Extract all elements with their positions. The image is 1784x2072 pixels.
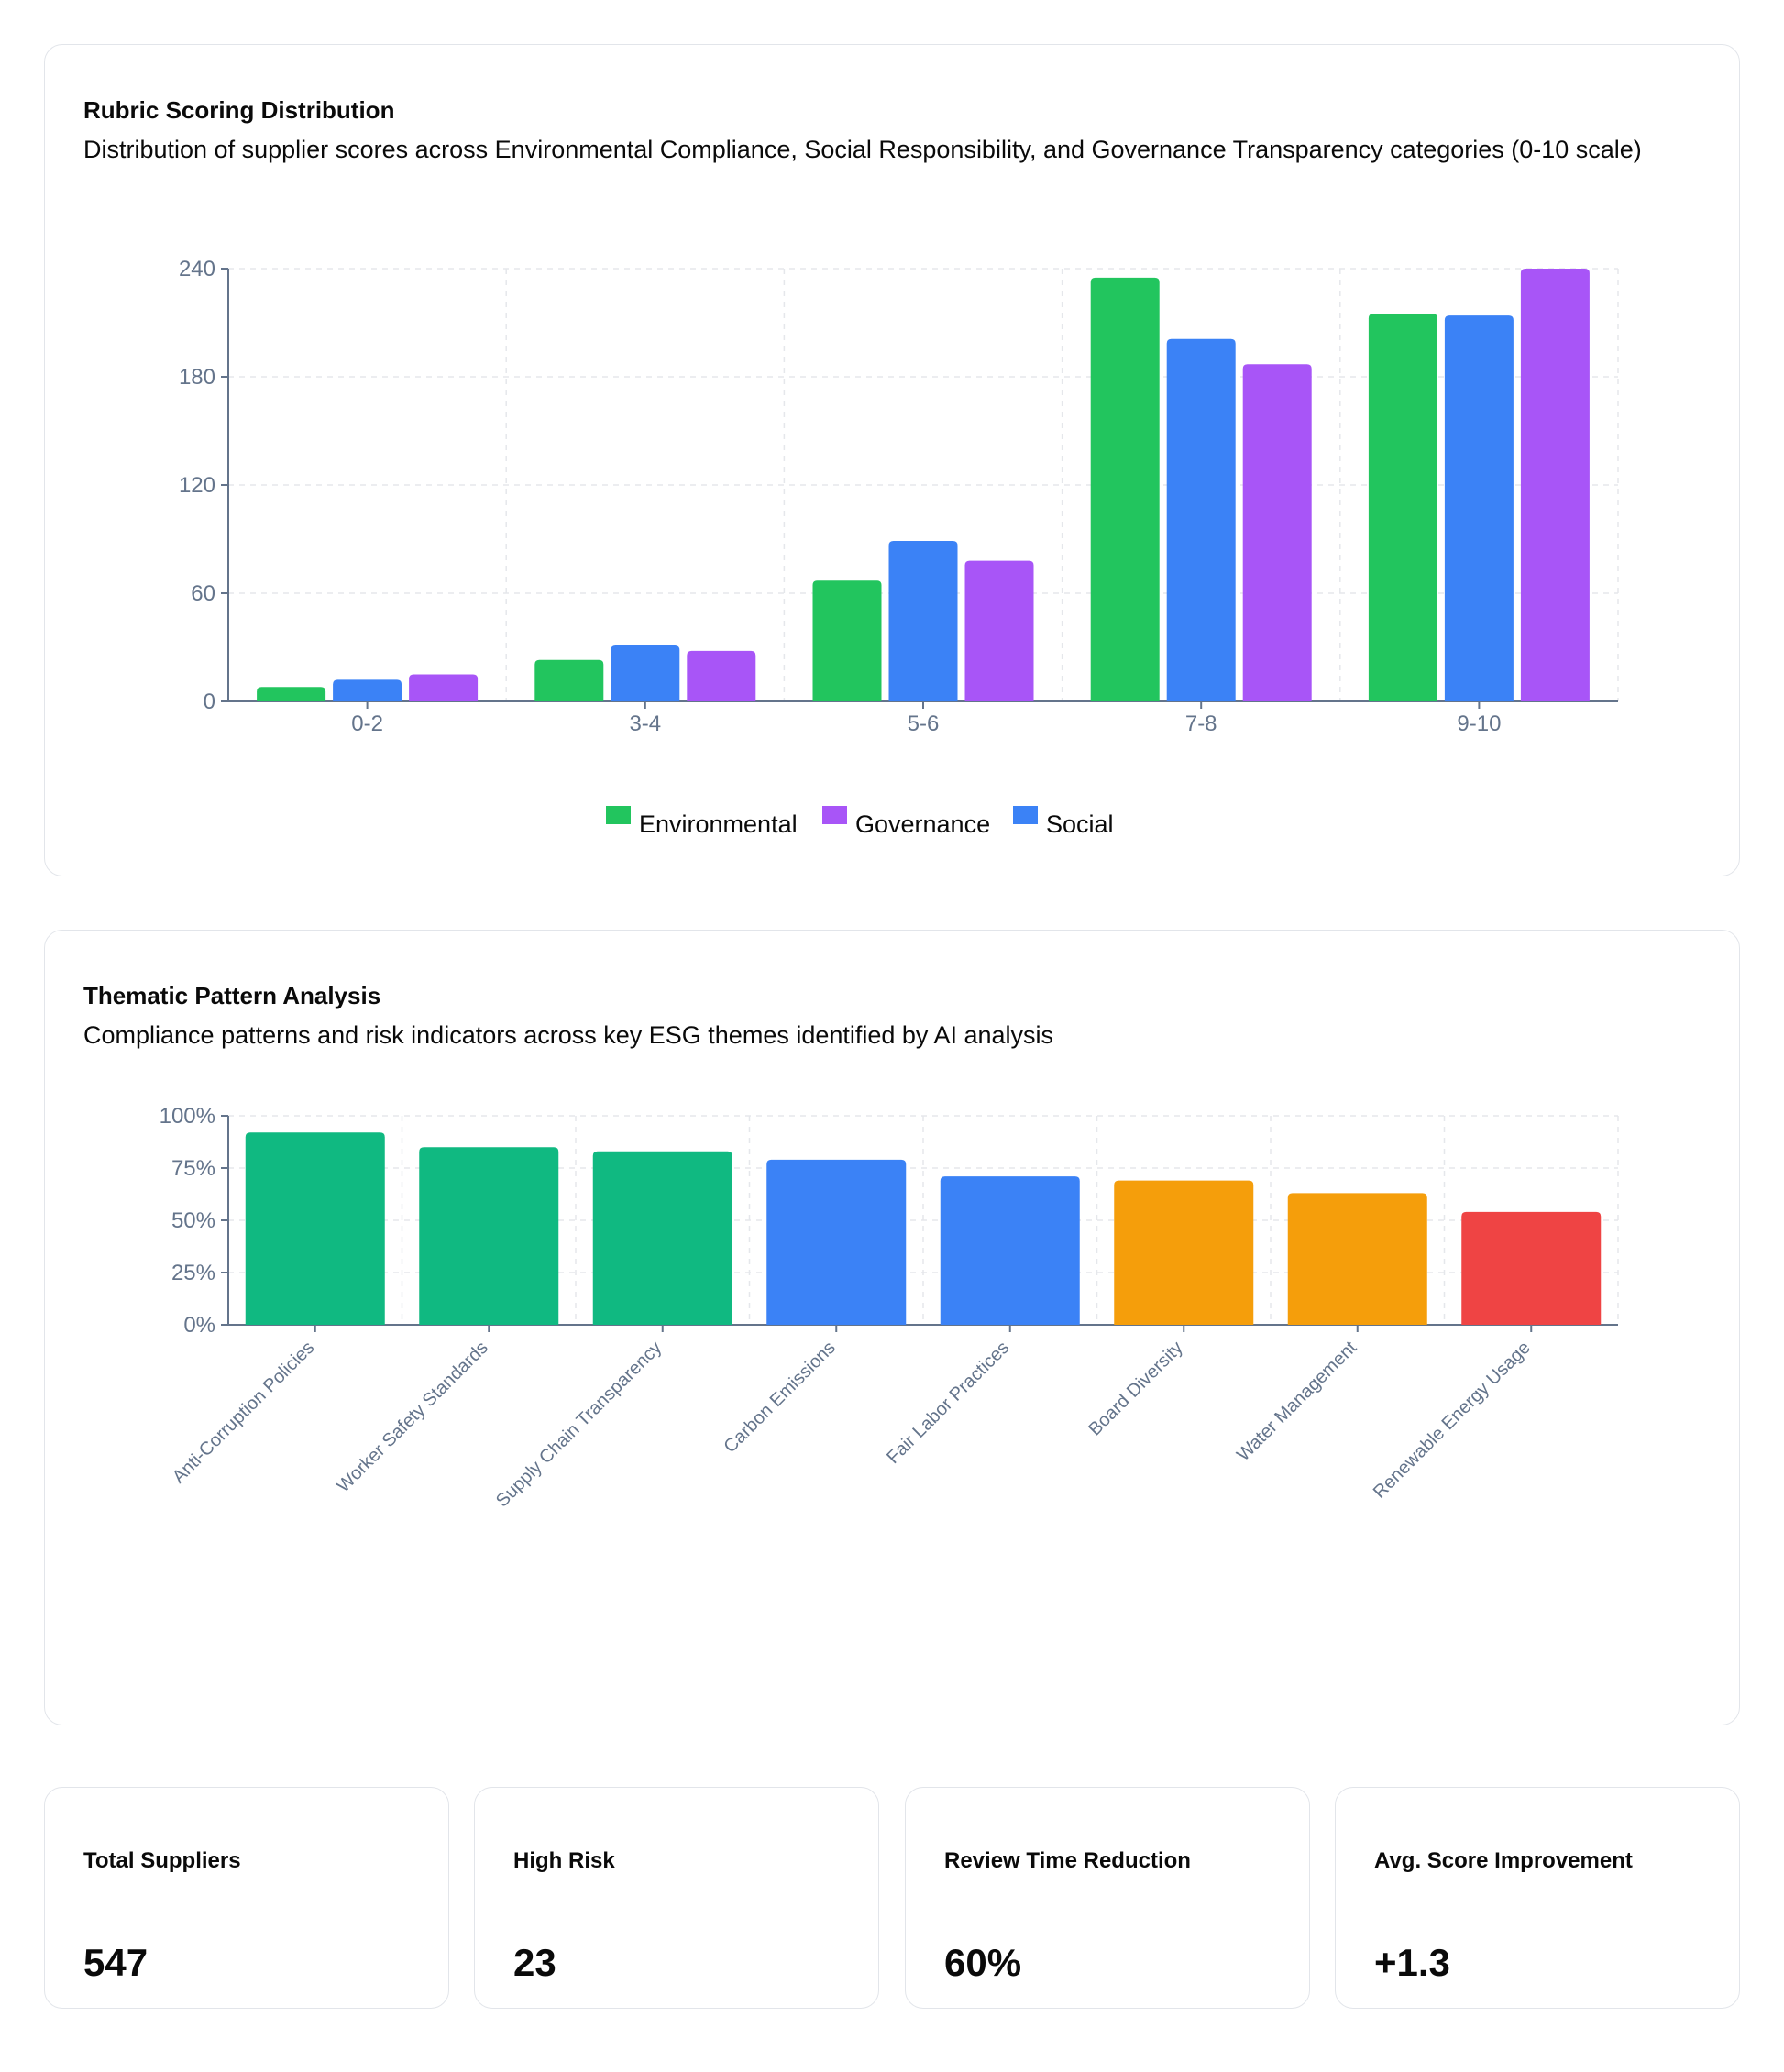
card-title: Thematic Pattern Analysis xyxy=(83,982,381,1009)
x-tick-label: Fair Labor Practices xyxy=(883,1338,1013,1468)
legend-label: Environmental xyxy=(639,810,798,838)
card-description: Distribution of supplier scores across E… xyxy=(83,136,1642,163)
bar-governance xyxy=(409,674,479,701)
thematic-bar-chart: 0%25%50%75%100%Anti-Corruption Policies W… xyxy=(160,1104,1619,1511)
stat-value: 23 xyxy=(513,1941,556,1984)
x-tick-label: Supply Chain Transparency xyxy=(492,1338,666,1511)
bar xyxy=(766,1159,907,1325)
y-tick-label: 0% xyxy=(183,1313,215,1338)
stat-value: 60% xyxy=(944,1941,1022,1984)
x-tick-label: 0-2 xyxy=(351,711,383,736)
thematic-chart-card: Thematic Pattern Analysis Compliance pat… xyxy=(44,930,1740,1725)
stat-label: High Risk xyxy=(513,1848,615,1873)
x-tick-label: Anti-Corruption Policies xyxy=(169,1338,318,1487)
x-tick-label: Board Diversity xyxy=(1085,1338,1186,1439)
legend-label: Governance xyxy=(855,810,990,838)
card-title: Rubric Scoring Distribution xyxy=(83,96,395,124)
bar-social xyxy=(1166,338,1236,701)
bar-environmental xyxy=(1090,277,1160,701)
bar-environmental xyxy=(257,687,326,701)
stat-label: Review Time Reduction xyxy=(944,1848,1191,1873)
stat-card-avg-score-improvement: Avg. Score Improvement +1.3 xyxy=(1335,1787,1740,2009)
bar-environmental xyxy=(1368,314,1437,701)
bar-governance xyxy=(1520,269,1590,701)
y-tick-label: 25% xyxy=(171,1261,215,1285)
stat-label: Avg. Score Improvement xyxy=(1374,1848,1633,1873)
x-tick-label: Worker Safety Standards xyxy=(333,1338,491,1496)
bar-social xyxy=(333,679,402,701)
x-tick-label: Carbon Emissions xyxy=(720,1338,839,1457)
bar xyxy=(1114,1180,1254,1325)
stat-card-review-time-reduction: Review Time Reduction 60% xyxy=(905,1787,1310,2009)
stat-label: Total Suppliers xyxy=(83,1848,241,1873)
y-tick-label: 60 xyxy=(191,581,215,606)
bar xyxy=(940,1176,1080,1325)
bar-environmental xyxy=(812,580,882,701)
bar xyxy=(419,1147,559,1325)
bar xyxy=(245,1132,385,1325)
legend-label: Social xyxy=(1046,810,1114,838)
y-tick-label: 50% xyxy=(171,1208,215,1233)
bar-social xyxy=(888,540,958,701)
bar xyxy=(1287,1193,1427,1325)
stat-value: +1.3 xyxy=(1374,1941,1450,1984)
y-tick-label: 240 xyxy=(179,257,215,281)
x-tick-label: 7-8 xyxy=(1185,711,1217,736)
legend-swatch xyxy=(1013,806,1038,824)
rubric-bar-chart: 0 60 120 180 240 0-2 3-4 5-6 7-8 9-10 Environmenta… xyxy=(179,257,1619,838)
stat-card-high-risk: High Risk 23 xyxy=(474,1787,879,2009)
rubric-chart-card: Rubric Scoring Distribution Distribution… xyxy=(44,44,1740,876)
legend-swatch xyxy=(606,806,631,824)
stat-card-total-suppliers: Total Suppliers 547 xyxy=(44,1787,449,2009)
y-tick-label: 100% xyxy=(160,1104,215,1129)
bar-social xyxy=(611,645,680,701)
y-tick-label: 120 xyxy=(179,473,215,498)
x-tick-label: 9-10 xyxy=(1457,711,1501,736)
x-tick-label: 5-6 xyxy=(908,711,940,736)
bar xyxy=(592,1151,732,1325)
y-tick-label: 180 xyxy=(179,365,215,390)
card-description: Compliance patterns and risk indicators … xyxy=(83,1021,1053,1049)
bar-governance xyxy=(687,650,756,701)
bar xyxy=(1461,1211,1602,1325)
stat-value: 547 xyxy=(83,1941,149,1984)
y-tick-label: 75% xyxy=(171,1156,215,1181)
legend-swatch xyxy=(822,806,847,824)
bar-governance xyxy=(964,560,1034,701)
x-tick-label: 3-4 xyxy=(629,711,661,736)
bar-social xyxy=(1444,315,1514,701)
bar-governance xyxy=(1242,364,1312,701)
y-tick-label: 0 xyxy=(204,689,215,714)
x-tick-label: Water Management xyxy=(1233,1338,1361,1466)
x-tick-label: Renewable Energy Usage xyxy=(1370,1338,1535,1503)
bar-environmental xyxy=(534,659,604,701)
